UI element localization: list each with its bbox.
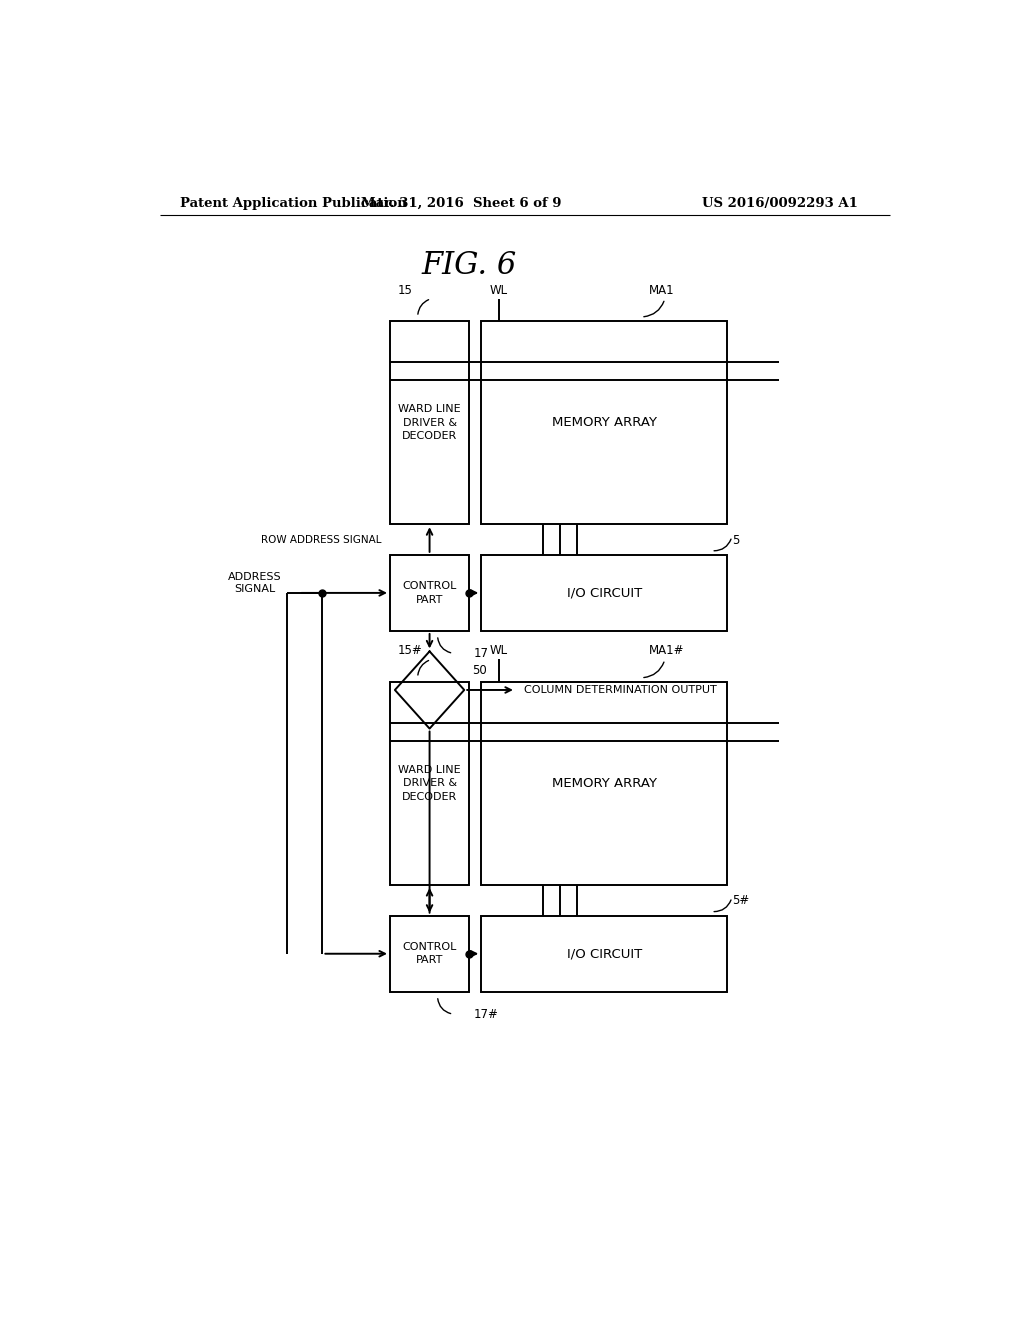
Text: I/O CIRCUIT: I/O CIRCUIT — [566, 586, 642, 599]
Text: 5#: 5# — [732, 895, 750, 907]
Text: WARD LINE
DRIVER &
DECODER: WARD LINE DRIVER & DECODER — [398, 404, 461, 441]
Text: MEMORY ARRAY: MEMORY ARRAY — [552, 416, 656, 429]
Bar — [481, 916, 727, 991]
Text: 15#: 15# — [397, 644, 423, 657]
Text: MEMORY ARRAY: MEMORY ARRAY — [552, 777, 656, 789]
Text: CONTROL
PART: CONTROL PART — [402, 581, 457, 605]
Text: 5: 5 — [732, 533, 739, 546]
Bar — [390, 321, 469, 524]
Bar — [390, 554, 469, 631]
Text: Patent Application Publication: Patent Application Publication — [179, 197, 407, 210]
Text: WL: WL — [489, 284, 508, 297]
Text: 17: 17 — [474, 647, 489, 660]
Text: 17#: 17# — [474, 1007, 499, 1020]
Text: US 2016/0092293 A1: US 2016/0092293 A1 — [702, 197, 858, 210]
Text: WL: WL — [489, 644, 508, 657]
Text: CONTROL
PART: CONTROL PART — [402, 942, 457, 965]
Bar — [481, 321, 727, 524]
Text: MA1: MA1 — [649, 284, 675, 297]
Text: WARD LINE
DRIVER &
DECODER: WARD LINE DRIVER & DECODER — [398, 766, 461, 801]
Text: ADDRESS
SIGNAL: ADDRESS SIGNAL — [228, 572, 282, 594]
Text: COLUMN DETERMINATION OUTPUT: COLUMN DETERMINATION OUTPUT — [523, 685, 717, 694]
Text: 50: 50 — [472, 664, 487, 677]
Text: Mar. 31, 2016  Sheet 6 of 9: Mar. 31, 2016 Sheet 6 of 9 — [361, 197, 561, 210]
Bar — [390, 682, 469, 886]
Text: MA1#: MA1# — [649, 644, 684, 657]
Bar — [481, 554, 727, 631]
Text: I/O CIRCUIT: I/O CIRCUIT — [566, 948, 642, 960]
Bar — [481, 682, 727, 886]
Bar — [390, 916, 469, 991]
Text: 15: 15 — [397, 284, 413, 297]
Text: ROW ADDRESS SIGNAL: ROW ADDRESS SIGNAL — [261, 535, 382, 545]
Text: FIG. 6: FIG. 6 — [422, 249, 517, 281]
